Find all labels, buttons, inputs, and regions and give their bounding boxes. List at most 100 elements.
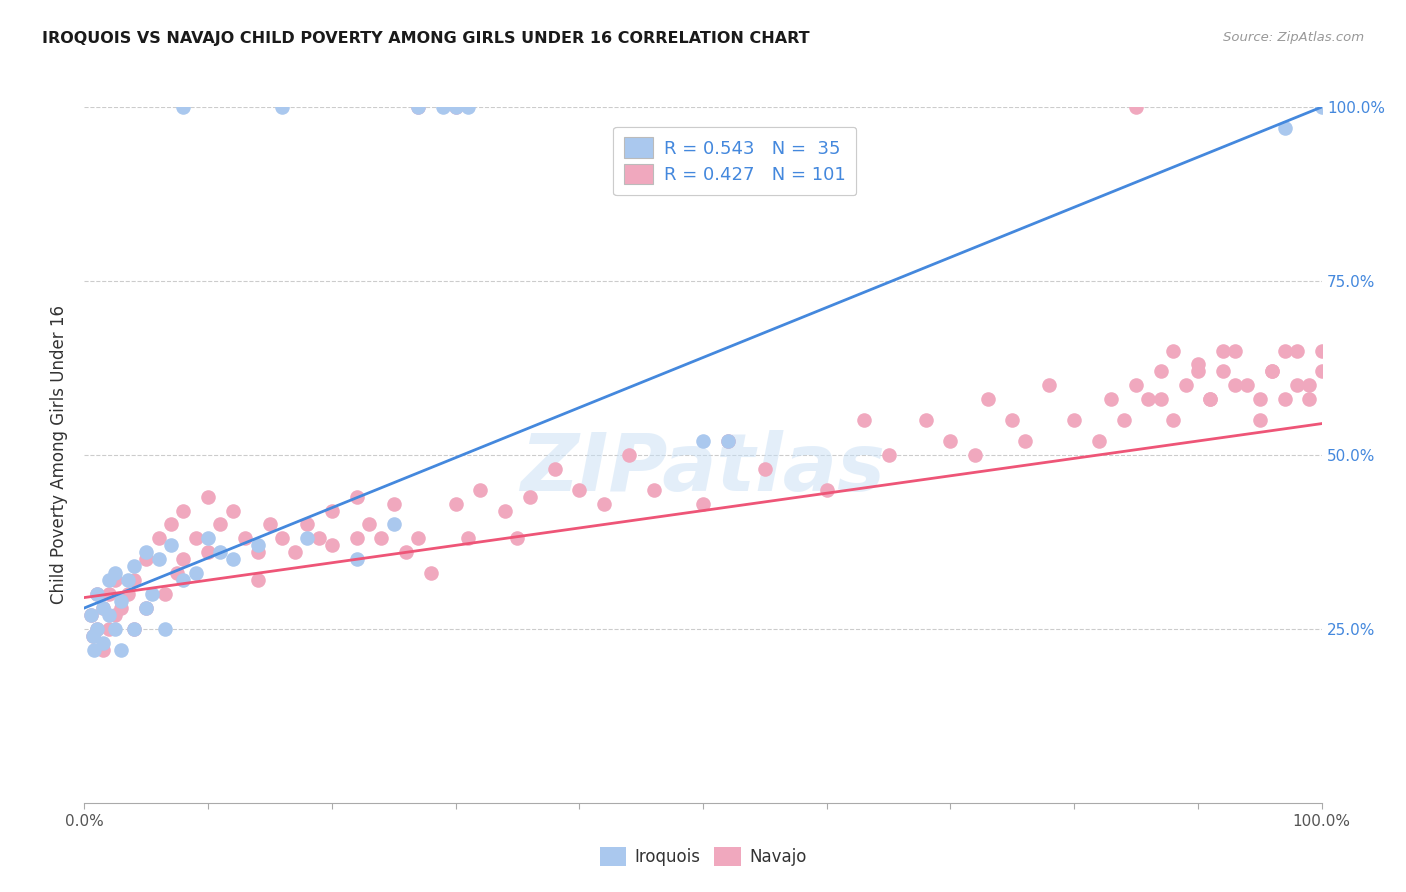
Point xyxy=(346,490,368,504)
Point xyxy=(1099,392,1122,407)
Point xyxy=(877,448,900,462)
Text: Source: ZipAtlas.com: Source: ZipAtlas.com xyxy=(1223,31,1364,45)
Point xyxy=(1310,100,1333,114)
Point xyxy=(135,552,157,566)
Point xyxy=(122,559,145,574)
Point xyxy=(321,538,343,552)
Point xyxy=(1112,413,1135,427)
Point xyxy=(153,622,176,636)
Point xyxy=(246,573,269,587)
Point xyxy=(79,607,101,622)
Point xyxy=(1088,434,1111,448)
Point xyxy=(1125,378,1147,392)
Point xyxy=(1274,120,1296,135)
Point xyxy=(117,587,139,601)
Point xyxy=(444,497,467,511)
Point xyxy=(197,532,219,546)
Point xyxy=(432,100,454,114)
Point xyxy=(692,497,714,511)
Point xyxy=(98,622,121,636)
Point xyxy=(852,413,875,427)
Point xyxy=(172,503,194,517)
Point xyxy=(104,566,127,581)
Point xyxy=(382,497,405,511)
Point xyxy=(408,100,430,114)
Point xyxy=(284,545,307,559)
Point xyxy=(110,601,132,615)
Point xyxy=(86,622,108,636)
Point xyxy=(1063,413,1085,427)
Point xyxy=(506,532,529,546)
Point xyxy=(382,517,405,532)
Point xyxy=(86,587,108,601)
Point xyxy=(91,601,114,615)
Point xyxy=(135,545,157,559)
Point xyxy=(457,532,479,546)
Point xyxy=(543,462,565,476)
Point xyxy=(98,607,121,622)
Point xyxy=(1001,413,1024,427)
Point xyxy=(1223,343,1246,358)
Legend: Iroquois, Navajo: Iroquois, Navajo xyxy=(592,838,814,875)
Point xyxy=(1285,378,1308,392)
Point xyxy=(568,483,591,497)
Legend: R = 0.543   N =  35, R = 0.427   N = 101: R = 0.543 N = 35, R = 0.427 N = 101 xyxy=(613,127,856,195)
Point xyxy=(914,413,936,427)
Point xyxy=(271,100,294,114)
Point xyxy=(1212,364,1234,378)
Point xyxy=(1298,378,1320,392)
Point xyxy=(717,434,740,448)
Point xyxy=(939,434,962,448)
Point xyxy=(209,517,232,532)
Point xyxy=(1014,434,1036,448)
Point xyxy=(209,545,232,559)
Point xyxy=(1261,364,1284,378)
Point xyxy=(1137,392,1160,407)
Point xyxy=(184,566,207,581)
Point xyxy=(172,573,194,587)
Point xyxy=(104,622,127,636)
Point xyxy=(148,552,170,566)
Point xyxy=(83,642,105,657)
Point xyxy=(110,594,132,608)
Point xyxy=(1310,343,1333,358)
Point xyxy=(1274,392,1296,407)
Point xyxy=(184,532,207,546)
Point xyxy=(1161,343,1184,358)
Point xyxy=(519,490,541,504)
Point xyxy=(1174,378,1197,392)
Point xyxy=(1236,378,1258,392)
Point xyxy=(160,517,183,532)
Point xyxy=(346,552,368,566)
Point xyxy=(408,532,430,546)
Point xyxy=(91,601,114,615)
Point xyxy=(222,503,245,517)
Point xyxy=(1125,100,1147,114)
Point xyxy=(117,573,139,587)
Point xyxy=(1150,392,1173,407)
Point xyxy=(1187,364,1209,378)
Point xyxy=(692,434,714,448)
Point xyxy=(457,100,479,114)
Y-axis label: Child Poverty Among Girls Under 16: Child Poverty Among Girls Under 16 xyxy=(51,305,69,605)
Point xyxy=(166,566,188,581)
Point xyxy=(153,587,176,601)
Point xyxy=(82,629,104,643)
Point xyxy=(110,642,132,657)
Point xyxy=(295,532,318,546)
Point xyxy=(246,538,269,552)
Point xyxy=(172,100,194,114)
Point xyxy=(1298,392,1320,407)
Point xyxy=(408,100,430,114)
Point xyxy=(1223,378,1246,392)
Point xyxy=(1249,413,1271,427)
Point xyxy=(141,587,163,601)
Text: IROQUOIS VS NAVAJO CHILD POVERTY AMONG GIRLS UNDER 16 CORRELATION CHART: IROQUOIS VS NAVAJO CHILD POVERTY AMONG G… xyxy=(42,31,810,46)
Point xyxy=(1199,392,1222,407)
Point xyxy=(1310,364,1333,378)
Point xyxy=(1199,392,1222,407)
Point xyxy=(1249,392,1271,407)
Point xyxy=(357,517,380,532)
Point xyxy=(79,607,101,622)
Point xyxy=(98,573,121,587)
